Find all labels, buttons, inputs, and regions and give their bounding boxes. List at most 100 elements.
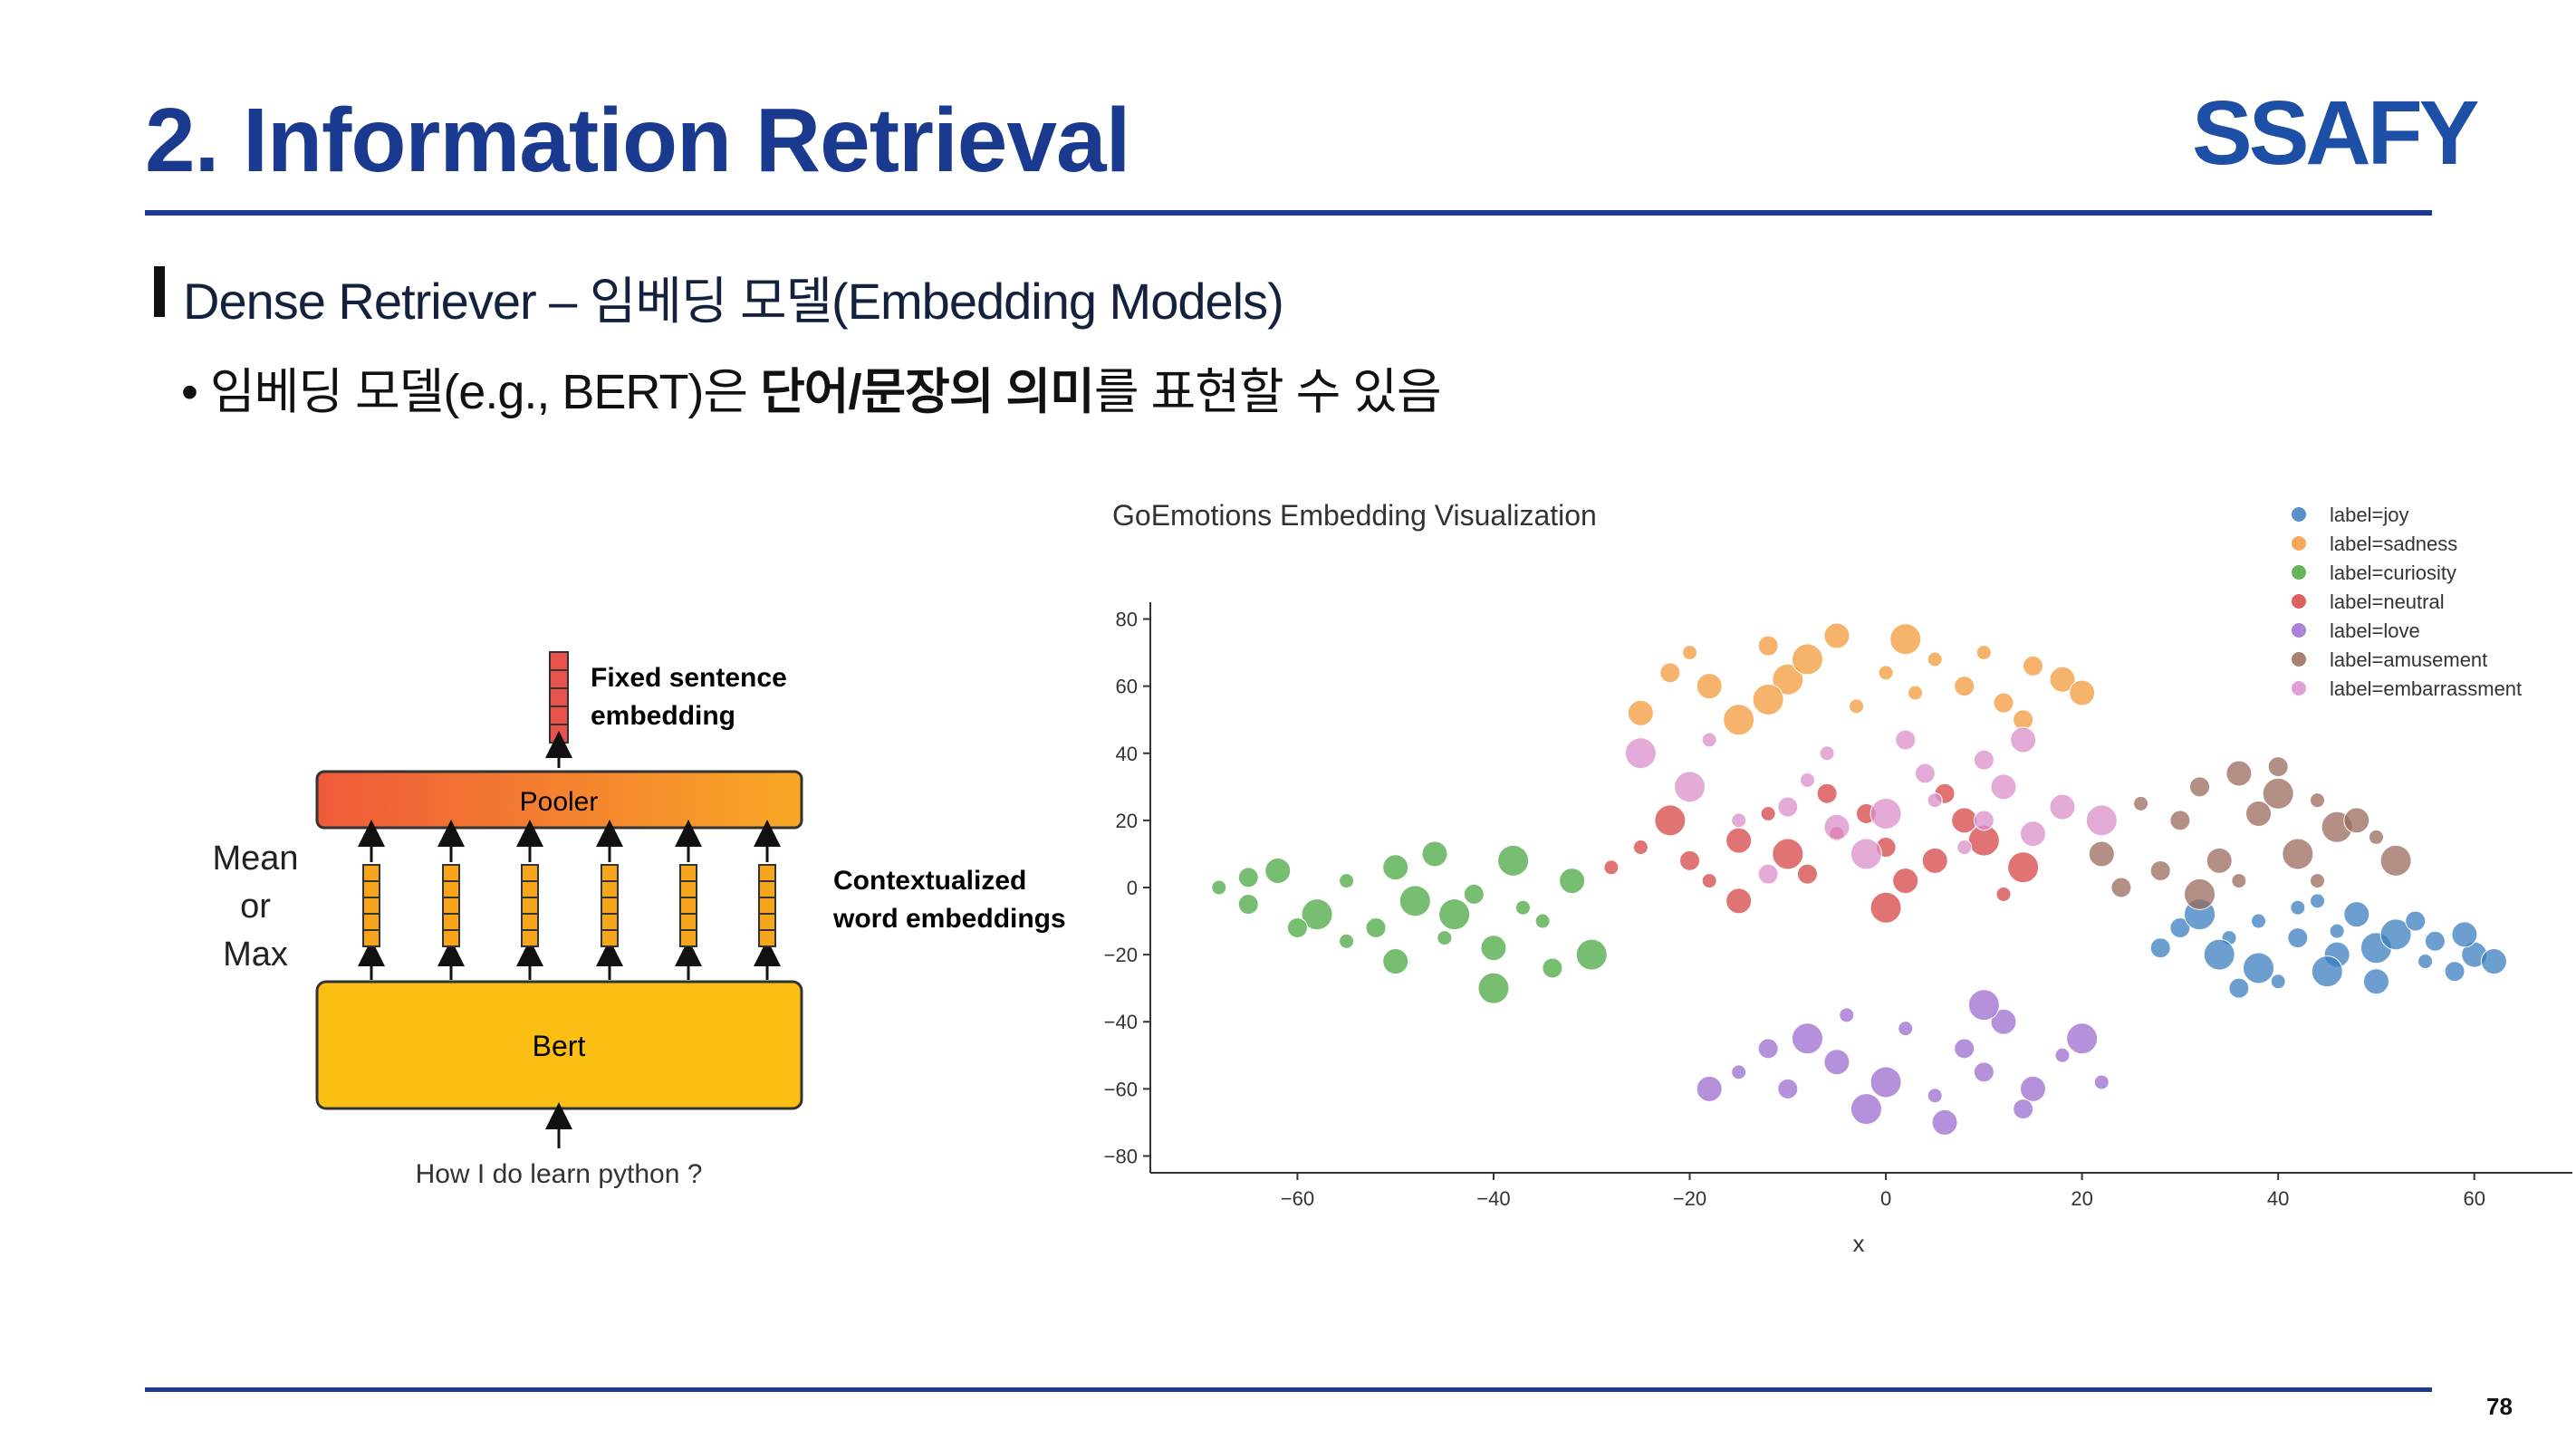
data-point: [1559, 868, 1586, 895]
data-point: [2019, 820, 2046, 848]
header-divider: [145, 210, 2432, 216]
data-point: [1382, 854, 1409, 881]
data-point: [2013, 1099, 2034, 1120]
data-point: [1679, 849, 1701, 871]
data-point: [1682, 645, 1698, 661]
data-point: [2309, 873, 2325, 889]
data-point: [2267, 756, 2289, 778]
input-sentence: How I do learn python ?: [416, 1159, 703, 1189]
data-point: [2049, 793, 2076, 820]
data-point: [2085, 804, 2118, 837]
legend-label: label=embarrassment: [2330, 677, 2522, 700]
data-point: [2362, 968, 2389, 995]
token-embedding-cell: [758, 929, 776, 947]
data-point: [2169, 810, 2191, 831]
bullet-item: • 임베딩 모델(e.g., BERT)은 단어/문장의 의미를 표현할 수 있…: [181, 351, 1442, 423]
y-tick-label: −60: [1104, 1078, 1138, 1100]
bullet-suffix: 를 표현할 수 있음: [1093, 365, 1442, 419]
data-point: [1816, 782, 1838, 804]
series-neutral: [1603, 782, 2040, 924]
data-point: [2228, 977, 2250, 999]
y-tick-label: −40: [1104, 1011, 1138, 1033]
data-point: [1892, 868, 1919, 895]
data-point: [1973, 810, 1994, 831]
data-point: [2203, 938, 2235, 971]
data-point: [1870, 891, 1902, 924]
data-point: [2149, 937, 2171, 959]
token-embedding-column: [596, 820, 623, 980]
data-point: [2054, 1047, 2071, 1063]
data-point: [2343, 807, 2370, 834]
legend-marker: [2292, 594, 2306, 609]
data-point: [2480, 948, 2507, 975]
chart-title: GoEmotions Embedding Visualization: [1112, 499, 1597, 532]
data-point: [1956, 840, 1973, 856]
token-embedding-column: [675, 820, 702, 980]
data-point: [1995, 886, 2012, 902]
data-point: [1975, 645, 1992, 661]
data-point: [1603, 859, 1620, 876]
data-point: [1497, 844, 1530, 877]
data-point: [1264, 857, 1292, 884]
contextual-label-line1: Contextualized: [833, 866, 1026, 896]
fixed-embedding-vector: [549, 651, 569, 744]
data-point: [1921, 847, 1948, 874]
series-embarrassment: [1624, 726, 2118, 885]
chart-legend: label=joy label=sadness label=curiosity lab…: [2292, 504, 2522, 700]
token-embedding-cell: [679, 929, 697, 947]
data-point: [1954, 676, 1975, 697]
x-tick-label: −60: [1281, 1187, 1314, 1210]
data-point: [2066, 1022, 2099, 1055]
x-tick-label: 40: [2267, 1187, 2289, 1210]
data-point: [1731, 812, 1747, 829]
data-point: [1339, 873, 1355, 889]
legend-marker: [2292, 652, 2306, 667]
data-point: [1701, 873, 1717, 889]
legend-label: label=amusement: [2330, 648, 2487, 671]
data-point: [1696, 1075, 1723, 1102]
data-point: [1463, 883, 1485, 905]
data-point: [2243, 952, 2275, 984]
legend-marker: [2292, 536, 2306, 551]
data-point: [1632, 840, 1648, 856]
data-point: [1990, 1008, 2017, 1035]
data-point: [2225, 760, 2253, 787]
data-point: [1908, 685, 1924, 701]
data-point: [1931, 1108, 1958, 1136]
data-point: [1850, 1093, 1882, 1126]
data-point: [1777, 1078, 1799, 1099]
contextual-token-embeddings: [358, 820, 781, 980]
y-tick-label: 80: [1116, 609, 1138, 631]
data-point: [1399, 885, 1431, 917]
data-point: [1819, 745, 1835, 762]
data-point: [1870, 1066, 1902, 1099]
data-point: [1575, 938, 1608, 971]
data-point: [2379, 918, 2412, 951]
data-point: [1421, 840, 1448, 868]
data-point: [2309, 893, 2325, 909]
data-point: [2311, 955, 2343, 988]
data-point: [1772, 838, 1804, 870]
token-embedding-cell: [442, 929, 460, 947]
data-point: [1723, 704, 1755, 736]
data-point: [2013, 709, 2034, 731]
data-point: [2206, 847, 2233, 874]
y-tick-label: 60: [1116, 676, 1138, 698]
data-point: [1870, 797, 1902, 830]
contextual-label-line2: word embeddings: [832, 904, 1066, 934]
data-point: [2010, 726, 2037, 753]
data-point: [2049, 666, 2076, 693]
x-tick-label: 0: [1880, 1187, 1891, 1210]
data-point: [1967, 989, 2000, 1022]
data-point: [2290, 899, 2306, 916]
data-point: [2133, 795, 2149, 811]
x-tick-label: 20: [2071, 1187, 2092, 1210]
data-point: [2069, 679, 2096, 706]
series-amusement: [2088, 756, 2412, 910]
series-curiosity: [1211, 840, 1608, 1004]
series-sadness: [1627, 622, 2096, 736]
data-point: [2169, 916, 2191, 938]
data-point: [1993, 692, 2014, 714]
fixed-embedding-label-line1: Fixed sentence: [591, 663, 787, 693]
